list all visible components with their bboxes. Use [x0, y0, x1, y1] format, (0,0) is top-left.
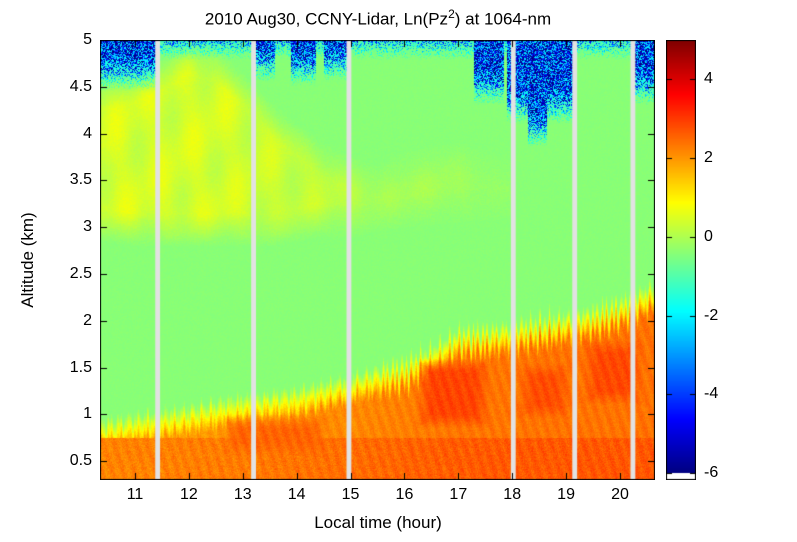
- y-tick-label: 3.5: [69, 171, 92, 189]
- x-tick-label: 19: [557, 486, 575, 503]
- x-tick-label: 18: [503, 486, 522, 503]
- x-tick-label: 11: [126, 486, 144, 503]
- y-tick-label: 3: [83, 218, 92, 236]
- x-tick-label: 13: [233, 486, 252, 503]
- y-tick-label: 1.5: [69, 358, 92, 376]
- title-superscript: 2: [448, 7, 455, 21]
- heatmap-canvas: [100, 40, 655, 480]
- y-tick-label: 5: [83, 31, 92, 48]
- x-tick-label: 16: [395, 486, 414, 503]
- x-tick-label: 17: [449, 486, 468, 503]
- y-tick-label: 2: [83, 311, 92, 329]
- y-tick-label: 1: [83, 405, 92, 423]
- colorbar-tick-label: 0: [704, 227, 713, 245]
- chart-title: 2010 Aug30, CCNY-Lidar, Ln(Pz2) at 1064-…: [100, 7, 656, 30]
- colorbar-canvas: [666, 40, 696, 480]
- y-tick-label: 0.5: [69, 452, 92, 470]
- x-tick-label: 20: [611, 486, 629, 503]
- x-tick-label: 14: [287, 486, 306, 503]
- title-prefix: 2010 Aug30, CCNY-Lidar, Ln(Pz: [204, 9, 449, 29]
- x-tick-label: 12: [180, 486, 198, 503]
- y-tick-label: 2.5: [69, 265, 92, 283]
- colorbar-tick-label: -4: [704, 385, 719, 403]
- colorbar-tick-label: 2: [704, 149, 713, 167]
- colorbar-tick-label: -2: [704, 306, 719, 324]
- title-suffix: ) at 1064-nm: [454, 9, 552, 29]
- y-tick-label: 4: [83, 124, 92, 142]
- y-axis-label: Altitude (km): [18, 212, 37, 308]
- x-tick-label: 15: [341, 486, 360, 503]
- colorbar-tick-label: 4: [704, 70, 713, 88]
- x-axis-label: Local time (hour): [314, 513, 442, 532]
- y-tick-label: 4.5: [69, 77, 92, 95]
- colorbar-tick-label: -6: [704, 464, 719, 481]
